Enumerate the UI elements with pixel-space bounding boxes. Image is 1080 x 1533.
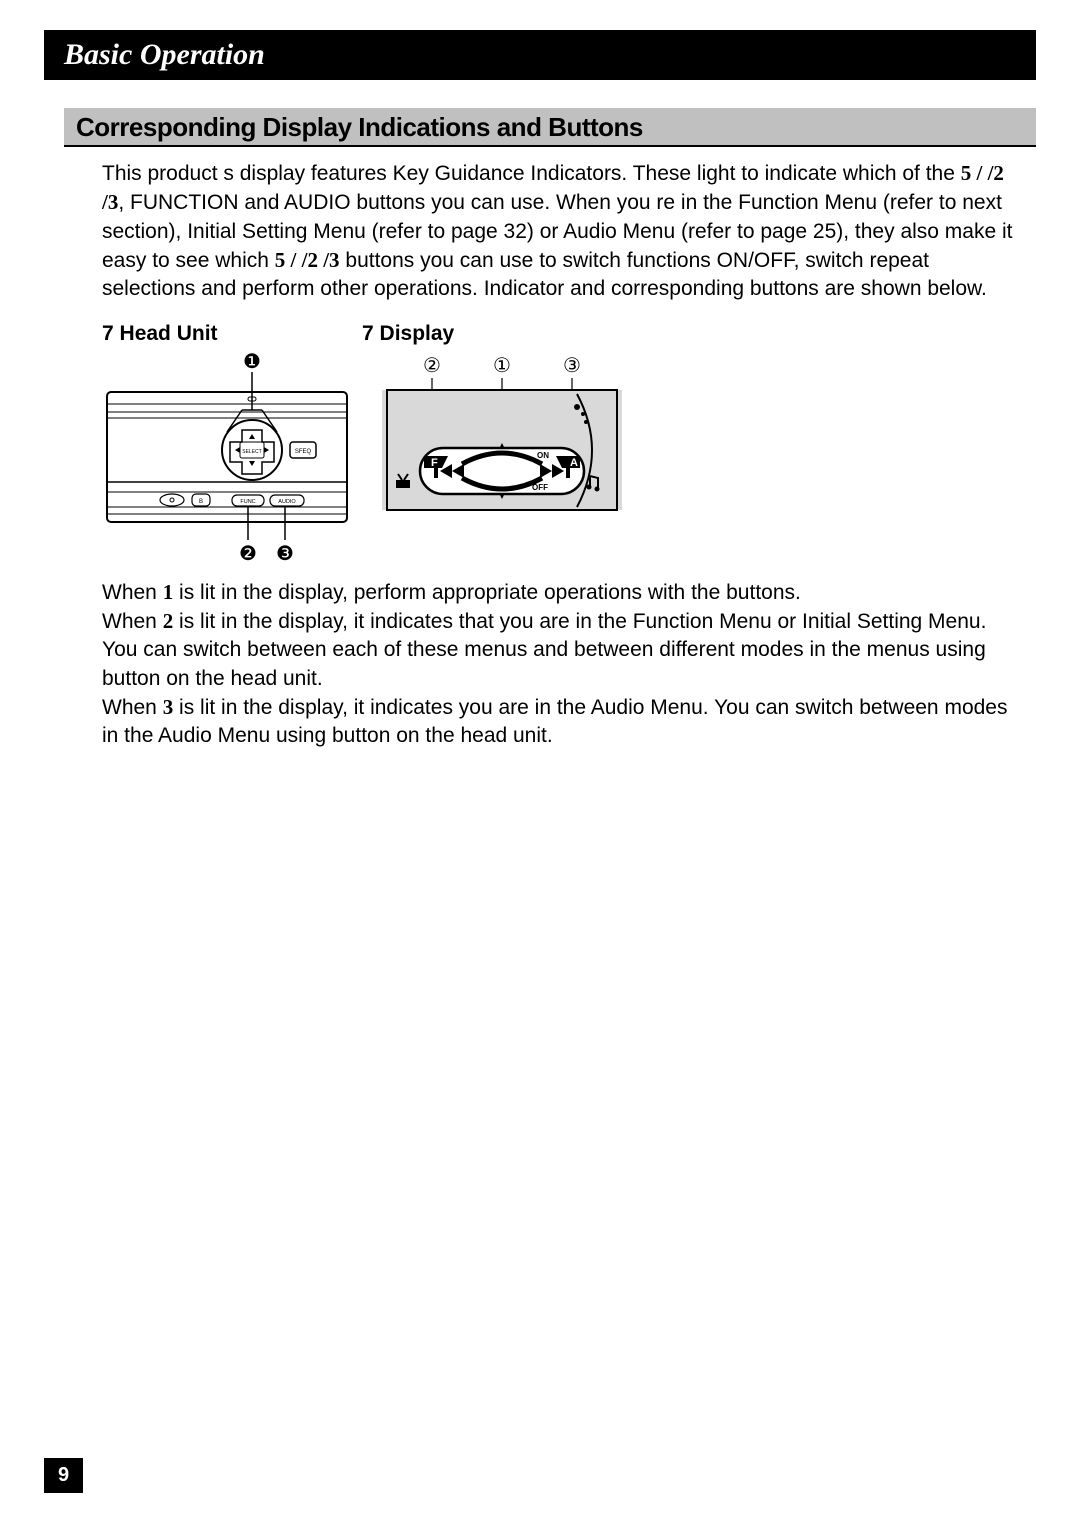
dpad-control: SELECT [222,420,282,480]
when-1b: is lit in the display, perform appropria… [179,581,720,604]
subhead-left-num: 7 [102,322,114,345]
intro-paragraph: This product s display features Key Guid… [102,159,1026,304]
callout-circle-3: ③ [563,355,581,377]
when-2c: on the head unit. [166,667,322,690]
when-2-num: 2 [163,609,174,633]
section-title-bar: Corresponding Display Indications and Bu… [64,108,1036,147]
when-3b: is lit in the display, it indicates you … [102,696,1007,747]
callout-solid-3: ❸ [276,543,294,565]
when-1a: When [102,581,157,604]
diagram-row: ❶ SELECT [102,352,1036,572]
when-2a: When [102,610,157,633]
func-label: FUNC [240,499,255,505]
audio-label: AUDIO [278,499,296,505]
off-label: OFF [532,483,548,492]
callout-circle-2: ② [423,355,441,377]
explanation-paragraph: When 1 is lit in the display, perform ap… [102,578,1026,751]
when-3a: When [102,696,157,719]
subhead-row: 7 Head Unit 7 Display [102,322,1036,346]
select-label: SELECT [242,449,261,455]
page-number: 9 [44,1458,83,1493]
subhead-right-label: Display [380,322,455,345]
chapter-header: Basic Operation [44,30,1036,80]
on-label: ON [537,451,549,460]
callout-solid-2: ❷ [239,543,257,565]
callout-solid-1: ❶ [243,352,261,373]
when-3c: on the head unit. [396,724,552,747]
subhead-head-unit: 7 Head Unit [102,322,362,346]
section-title: Corresponding Display Indications and Bu… [76,112,1024,143]
callout-circle-1: ① [493,355,511,377]
subhead-left-label: Head Unit [120,322,218,345]
button-refs-2: 5 / /2 /3 [275,248,340,272]
display-diagram: ② ① ③ F A ON [382,352,622,532]
a-indicator: A [570,457,578,469]
subhead-right-num: 7 [362,322,374,345]
sfeq-label: SFEQ [295,449,312,455]
subhead-display: 7 Display [362,322,454,346]
intro-text-1: This product s display features Key Guid… [102,162,955,185]
b-label: B [199,499,203,505]
when-1-num: 1 [163,580,174,604]
head-unit-diagram: ❶ SELECT [102,352,352,572]
when-3-num: 3 [163,695,174,719]
when-1c: buttons. [726,581,801,604]
